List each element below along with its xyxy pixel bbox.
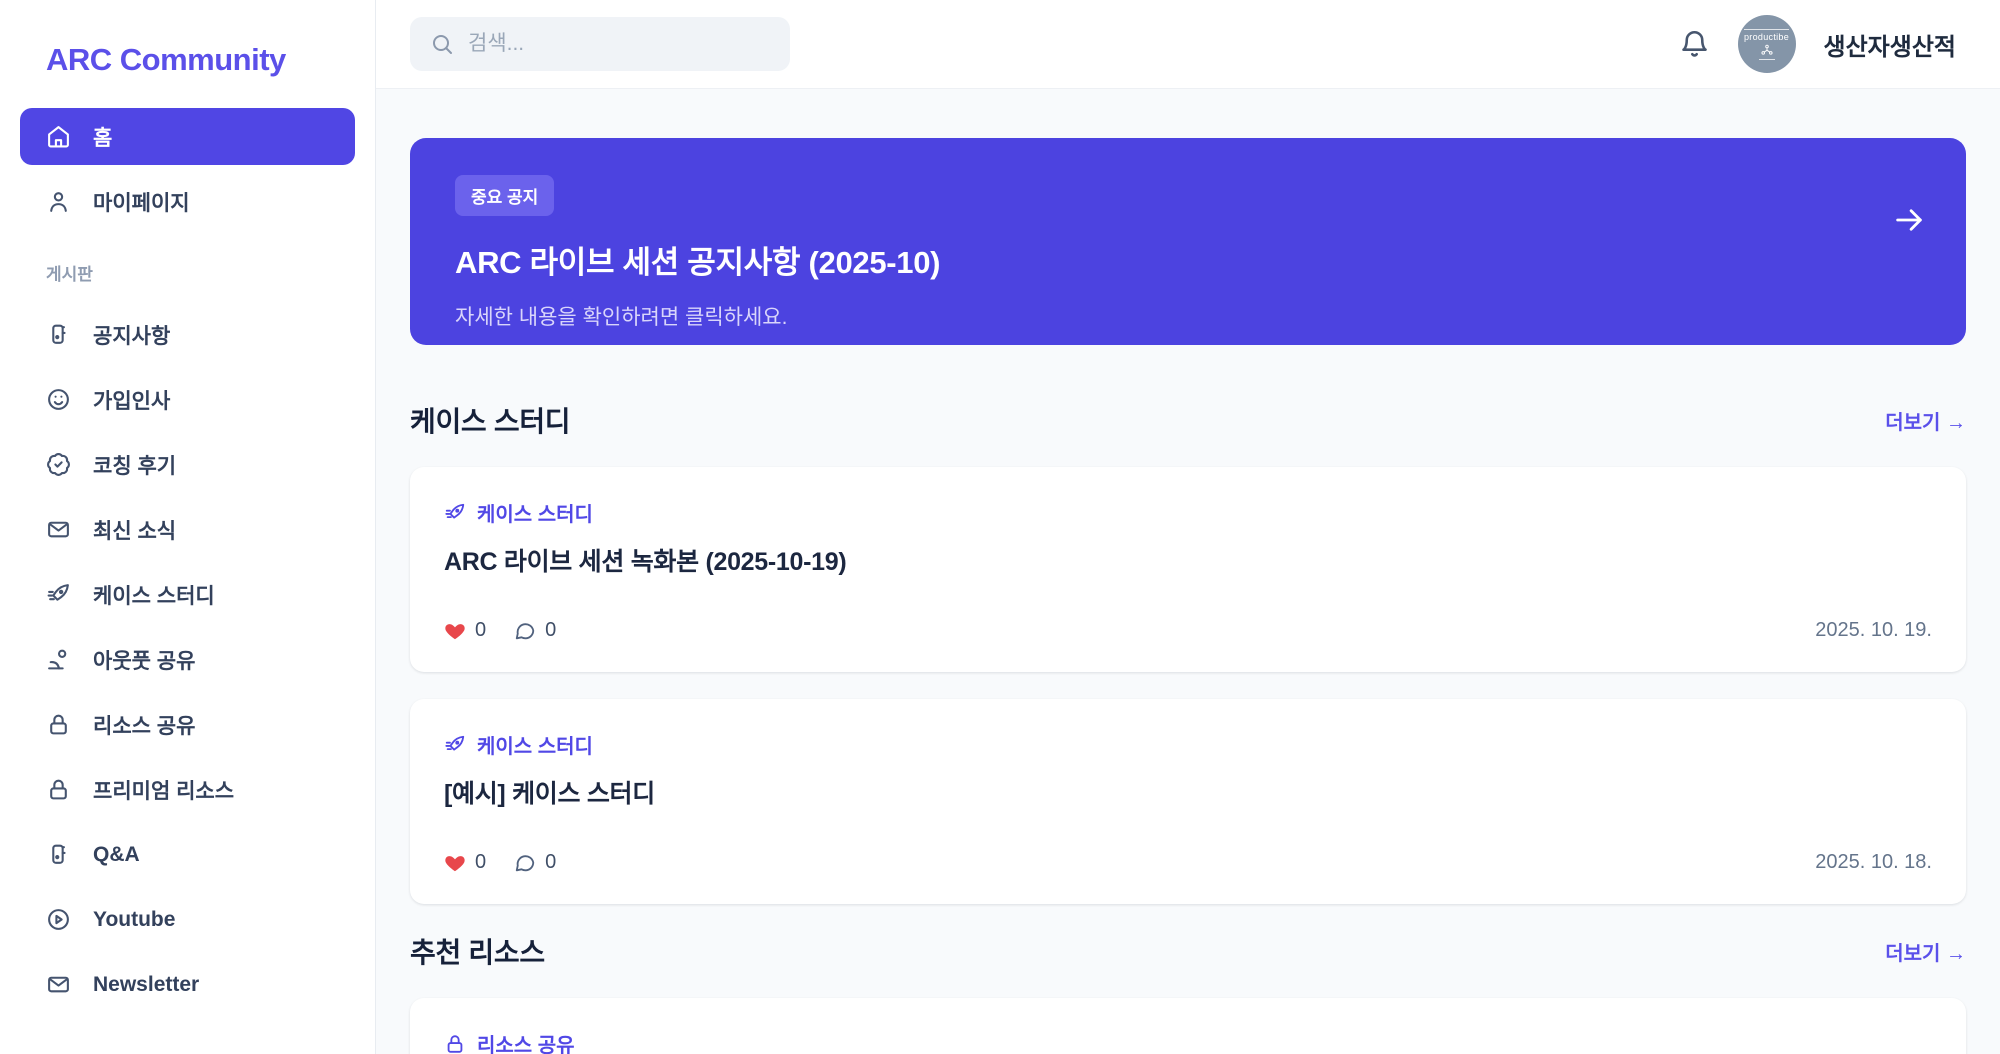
section-title: 추천 리소스 (410, 937, 545, 968)
sidebar-item-label: 최신 소식 (93, 519, 177, 543)
comments-count: 0 (545, 619, 557, 641)
main-column: productibe 생산자생산적 중요 공지 ARC 라이브 세션 공지사항 … (376, 0, 2000, 1054)
heart-icon (445, 855, 465, 871)
post-card[interactable]: 리소스 공유 (410, 998, 1966, 1054)
mail-icon (48, 521, 69, 538)
sidebar-item-label: 코칭 후기 (93, 454, 177, 478)
post-category-label: 리소스 공유 (477, 1035, 575, 1054)
megaphone-icon (52, 844, 66, 864)
comments-count: 0 (545, 851, 557, 873)
search-input[interactable] (468, 32, 770, 56)
banner-body: 중요 공지 ARC 라이브 세션 공지사항 (2025-10) 자세한 내용을 … (455, 175, 941, 329)
rocket-icon (445, 735, 465, 750)
rocket-icon (445, 503, 465, 518)
arrow-right-icon[interactable] (1892, 203, 1926, 237)
comments-stat: 0 (514, 851, 556, 874)
sidebar-item-premium-resources[interactable]: 프리미엄 리소스 (20, 761, 355, 818)
comments-stat: 0 (514, 619, 556, 642)
sidebar-item-label: 가입인사 (93, 389, 171, 413)
mail-icon (48, 976, 69, 993)
more-link[interactable]: 더보기 → (1885, 411, 1966, 434)
section-title: 케이스 스터디 (410, 406, 571, 437)
app-logo: ARC Community (46, 42, 286, 77)
sidebar: ARC Community 홈 마이페이지 게시판 공지사항 가입인사 코칭 (0, 0, 376, 1054)
sidebar-item-notices[interactable]: 공지사항 (20, 306, 355, 363)
section-header-resources: 추천 리소스 더보기 → (410, 931, 1966, 971)
post-card[interactable]: 케이스 스터디 [예시] 케이스 스터디 0 0 2025. 10. 18. (410, 699, 1966, 904)
sidebar-item-mypage[interactable]: 마이페이지 (20, 173, 355, 230)
bell-icon (1681, 30, 1707, 57)
notice-banner[interactable]: 중요 공지 ARC 라이브 세션 공지사항 (2025-10) 자세한 내용을 … (410, 138, 1966, 345)
rocket-icon (47, 584, 69, 601)
post-title: [예시] 케이스 스터디 (444, 780, 655, 808)
search-icon (433, 35, 452, 54)
lock-icon (447, 1034, 463, 1053)
notice-badge: 중요 공지 (455, 175, 555, 216)
sidebar-item-resource-share[interactable]: 리소스 공유 (20, 696, 355, 753)
comment-icon (515, 622, 535, 639)
smile-icon (48, 389, 69, 410)
sidebar-item-label: Youtube (93, 907, 176, 931)
heart-icon (445, 623, 465, 639)
likes-stat: 0 (444, 619, 486, 642)
post-footer: 0 0 2025. 10. 18. (444, 851, 1932, 874)
sidebar-item-case-study[interactable]: 케이스 스터디 (20, 566, 355, 623)
lock-icon (50, 779, 67, 800)
sidebar-item-coaching-reviews[interactable]: 코칭 후기 (20, 436, 355, 493)
sidebar-item-output-share[interactable]: 아웃풋 공유 (20, 631, 355, 688)
post-category: 케이스 스터디 (444, 498, 1932, 527)
post-category-label: 케이스 스터디 (477, 504, 593, 526)
search-box[interactable] (410, 17, 790, 71)
sidebar-item-label: 리소스 공유 (93, 714, 196, 738)
sidebar-item-label: 공지사항 (93, 324, 171, 348)
play-circle-icon (48, 909, 69, 930)
avatar[interactable]: productibe (1737, 15, 1796, 73)
sidebar-item-label: 홈 (93, 126, 113, 150)
lock-icon (50, 714, 67, 735)
banner-title: ARC 라이브 세션 공지사항 (2025-10) (455, 245, 941, 280)
person-share-icon (48, 649, 67, 670)
badge-check-icon (47, 453, 70, 476)
likes-count: 0 (475, 851, 487, 873)
more-link[interactable]: 더보기 → (1885, 942, 1966, 965)
section-header-case-study: 케이스 스터디 더보기 → (410, 400, 1966, 440)
sidebar-item-label: 마이페이지 (93, 191, 190, 215)
username: 생산자생산적 (1823, 33, 1956, 61)
main-content: 중요 공지 ARC 라이브 세션 공지사항 (2025-10) 자세한 내용을 … (376, 89, 2000, 1054)
sidebar-item-label: Newsletter (93, 972, 200, 996)
sidebar-item-home[interactable]: 홈 (20, 108, 355, 165)
post-card[interactable]: 케이스 스터디 ARC 라이브 세션 녹화본 (2025-10-19) 0 0 … (410, 467, 1966, 672)
sidebar-item-label: 케이스 스터디 (93, 584, 215, 608)
topbar-right: productibe 생산자생산적 (1679, 15, 1956, 73)
sidebar-item-greetings[interactable]: 가입인사 (20, 371, 355, 428)
comment-icon (515, 854, 535, 871)
user-icon (50, 192, 67, 212)
megaphone-icon (52, 324, 66, 344)
likes-stat: 0 (444, 851, 486, 874)
post-category: 리소스 공유 (444, 1029, 1932, 1054)
banner-subtitle: 자세한 내용을 확인하려면 클릭하세요. (455, 306, 788, 329)
sidebar-item-label: 아웃풋 공유 (93, 649, 196, 673)
post-category-label: 케이스 스터디 (477, 736, 593, 758)
sidebar-item-youtube[interactable]: Youtube (20, 891, 355, 948)
sidebar-item-latest-news[interactable]: 최신 소식 (20, 501, 355, 558)
sidebar-item-qna[interactable]: Q&A (20, 826, 355, 883)
post-date: 2025. 10. 19. (1815, 619, 1932, 641)
post-date: 2025. 10. 18. (1815, 851, 1932, 873)
network-icon (1758, 43, 1775, 60)
sidebar-item-newsletter[interactable]: Newsletter (20, 956, 355, 1013)
sidebar-item-label: 프리미엄 리소스 (93, 779, 235, 803)
likes-count: 0 (475, 619, 487, 641)
notifications-button[interactable] (1679, 29, 1710, 60)
avatar-label: productibe (1744, 28, 1790, 43)
post-footer: 0 0 2025. 10. 19. (444, 619, 1932, 642)
post-category: 케이스 스터디 (444, 730, 1932, 759)
sidebar-nav: 홈 마이페이지 게시판 공지사항 가입인사 코칭 후기 최신 소식 (20, 108, 355, 1013)
topbar: productibe 생산자생산적 (376, 0, 2000, 89)
sidebar-item-label: Q&A (93, 842, 140, 866)
home-icon (48, 126, 69, 148)
post-title: ARC 라이브 세션 녹화본 (2025-10-19) (444, 548, 847, 576)
